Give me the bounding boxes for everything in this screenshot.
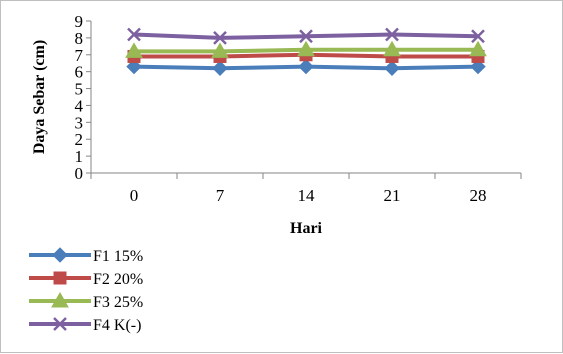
data-point-series-3 xyxy=(383,40,401,57)
legend-swatch-marker xyxy=(53,271,67,285)
legend: F1 15% F2 20% F3 25% F4 K(-) xyxy=(29,247,143,334)
legend-label: F1 15% xyxy=(93,248,143,265)
y-tick-label: 0 xyxy=(75,164,84,183)
legend-label: F2 20% xyxy=(93,271,143,288)
data-point-series-1 xyxy=(384,60,400,76)
legend-swatch-marker xyxy=(53,317,67,331)
data-point-series-1 xyxy=(126,58,142,75)
data-point-series-4 xyxy=(299,29,313,44)
data-point-series-4-stroke xyxy=(299,29,313,44)
x-tick-group: 0 7 14 21 28 xyxy=(90,173,522,205)
data-point-series-4 xyxy=(385,27,399,42)
data-point-series-4 xyxy=(213,31,227,45)
x-tick-label: 0 xyxy=(130,186,139,205)
data-point-series-1 xyxy=(212,60,228,76)
data-point-series-1 xyxy=(298,58,314,75)
y-tick-label: 3 xyxy=(75,113,84,132)
legend-swatch-marker xyxy=(51,291,69,308)
y-tick-label: 5 xyxy=(75,80,84,99)
x-tick-label: 14 xyxy=(298,186,316,205)
y-axis-title: Daya Sebar (cm) xyxy=(31,40,48,154)
legend-swatch-marker-stroke xyxy=(53,317,67,331)
data-point-series-3 xyxy=(211,42,229,58)
data-point-series-4-stroke xyxy=(385,27,399,42)
data-point-series-4 xyxy=(127,27,141,42)
data-point-series-3 xyxy=(125,42,143,58)
series-group xyxy=(125,27,487,76)
data-point-series-3 xyxy=(297,40,315,57)
x-tick-label: 21 xyxy=(384,186,401,205)
legend-label: F4 K(-) xyxy=(93,317,141,334)
legend-swatch-marker xyxy=(52,247,68,263)
data-point-series-4 xyxy=(471,29,485,44)
y-tick-label: 1 xyxy=(75,147,84,166)
data-point-series-3 xyxy=(469,40,487,57)
x-axis-title: Hari xyxy=(290,220,323,237)
y-tick-label: 8 xyxy=(75,29,84,48)
legend-label: F3 25% xyxy=(93,294,143,311)
data-point-series-4-stroke xyxy=(127,27,141,42)
y-tick-label: 9 xyxy=(75,12,84,31)
y-tick-label: 6 xyxy=(75,63,84,82)
data-point-series-4-stroke xyxy=(471,29,485,44)
x-tick-label: 7 xyxy=(216,186,225,205)
data-point-series-4-stroke xyxy=(213,31,227,45)
y-tick-label: 7 xyxy=(75,46,84,65)
data-point-series-1 xyxy=(470,58,486,75)
y-tick-label: 4 xyxy=(75,96,84,115)
y-tick-label: 2 xyxy=(75,130,84,149)
x-tick-label: 28 xyxy=(470,186,487,205)
